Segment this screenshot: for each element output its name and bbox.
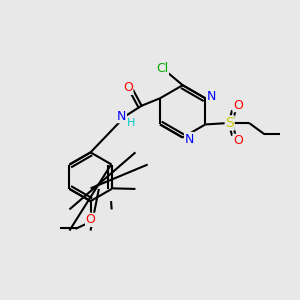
Text: O: O [85, 213, 95, 226]
Text: Cl: Cl [156, 62, 168, 75]
Text: N: N [117, 110, 126, 123]
Text: N: N [207, 90, 217, 103]
Text: S: S [225, 116, 234, 130]
Text: O: O [123, 81, 133, 94]
Text: O: O [233, 99, 243, 112]
Text: N: N [184, 133, 194, 146]
Text: H: H [126, 118, 135, 128]
Text: O: O [233, 134, 243, 147]
